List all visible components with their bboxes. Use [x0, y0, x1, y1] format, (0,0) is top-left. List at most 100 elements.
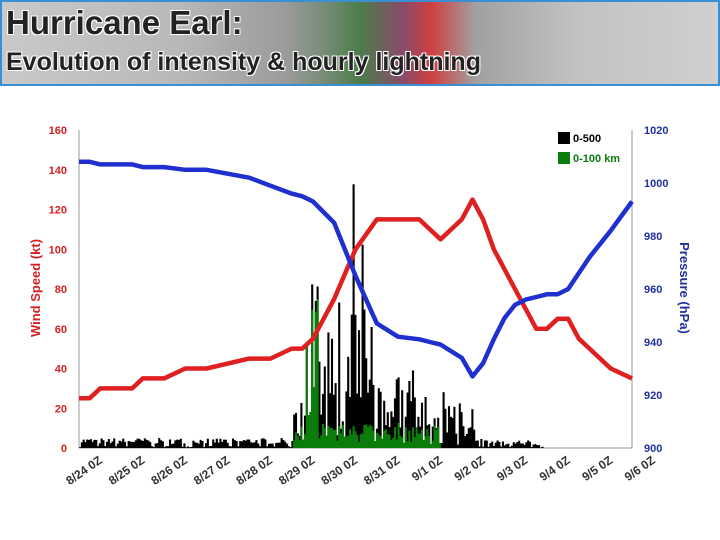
- lightning-bar-0-100: [298, 440, 301, 448]
- lightning-bar-0-500: [114, 446, 118, 448]
- lightning-bar-0-500: [327, 332, 330, 448]
- lightning-bar-0-500: [239, 441, 242, 448]
- lightning-bar-0-500: [370, 327, 373, 448]
- lightning-bar-0-100: [341, 424, 344, 448]
- lightning-bar-0-500: [165, 446, 168, 448]
- x-tick-label: 8/27 0Z: [191, 453, 232, 488]
- lightning-bar-0-500: [267, 443, 271, 448]
- lightning-bar-0-500: [237, 446, 240, 448]
- lightning-bar-0-100: [318, 438, 321, 448]
- lightning-bar-0-500: [132, 442, 136, 448]
- lightning-bar-0-500: [147, 440, 150, 448]
- y-tick-label: 100: [49, 244, 67, 256]
- lightning-bar-0-500: [329, 393, 332, 448]
- lightning-bar-0-500: [352, 184, 355, 448]
- lightning-bar-0-500: [195, 442, 199, 448]
- lightning-bar-0-100: [320, 435, 323, 448]
- lightning-bar-0-500: [510, 445, 514, 448]
- lightning-bar-0-100: [381, 438, 384, 448]
- lightning-bar-0-500: [138, 438, 141, 448]
- lightning-bar-0-500: [291, 440, 294, 448]
- lightning-bar-0-500: [413, 397, 416, 448]
- lightning-bar-0-500: [136, 438, 139, 448]
- lightning-bar-0-500: [278, 442, 281, 448]
- lightning-bar-0-500: [221, 441, 224, 448]
- lightning-bar-0-100: [408, 430, 411, 448]
- lightning-bar-0-500: [257, 443, 260, 448]
- lightning-bar-0-500: [345, 391, 348, 448]
- lightning-bar-0-500: [125, 446, 128, 448]
- lightning-bar-0-500: [84, 442, 87, 448]
- lightning-bar-0-100: [323, 428, 326, 448]
- lightning-bar-0-100: [368, 424, 371, 448]
- lightning-bar-0-500: [365, 358, 368, 448]
- legend-label: 0-500: [573, 133, 601, 145]
- lightning-bar-0-500: [127, 440, 130, 448]
- lightning-bar-0-500: [424, 397, 427, 448]
- lightning-bar-0-500: [512, 442, 515, 448]
- lightning-bar-0-500: [465, 433, 469, 448]
- lightning-bar-0-500: [248, 439, 251, 448]
- lightning-bar-0-500: [131, 441, 134, 448]
- lightning-bar-0-500: [532, 444, 535, 448]
- lightning-bar-0-500: [350, 314, 353, 448]
- lightning-bar-0-500: [242, 440, 245, 448]
- lightning-bar-0-100: [420, 429, 424, 448]
- lightning-bar-0-500: [158, 438, 161, 448]
- lightning-bar-0-100: [372, 430, 375, 448]
- lightning-bar-0-500: [293, 414, 296, 448]
- lightning-bar-0-500: [159, 440, 163, 448]
- lightning-bar-0-100: [413, 437, 416, 448]
- lightning-bar-0-100: [379, 436, 382, 448]
- lightning-bar-0-500: [271, 443, 274, 448]
- lightning-bar-0-500: [222, 439, 226, 448]
- lightning-bar-0-500: [80, 442, 83, 448]
- lightning-bar-0-500: [377, 388, 380, 448]
- y-tick-label: 160: [49, 125, 67, 137]
- lightning-bar-0-100: [411, 427, 415, 448]
- lightning-bar-0-500: [140, 440, 143, 448]
- lightning-bar-0-500: [273, 446, 276, 448]
- y2-tick-label: 980: [644, 231, 662, 243]
- lightning-bar-0-100: [311, 309, 314, 448]
- lightning-bar-0-500: [116, 443, 119, 448]
- lightning-bar-0-500: [185, 447, 188, 448]
- lightning-bar-0-100: [296, 435, 299, 448]
- lightning-bar-0-500: [284, 441, 287, 448]
- lightning-bar-0-500: [498, 442, 501, 448]
- lightning-bar-0-500: [537, 445, 541, 448]
- lightning-bar-0-500: [483, 440, 487, 448]
- lightning-bar-0-100: [352, 426, 355, 448]
- lightning-bar-0-500: [489, 443, 492, 448]
- lightning-bar-0-100: [401, 437, 404, 448]
- lightning-bar-0-500: [469, 427, 472, 448]
- lightning-bar-0-100: [294, 432, 298, 448]
- lightning-bar-0-500: [253, 442, 256, 448]
- lightning-bar-0-500: [122, 438, 125, 448]
- lightning-bar-0-500: [431, 426, 434, 448]
- lightning-bar-0-100: [365, 424, 368, 448]
- lightning-bar-0-500: [275, 442, 278, 448]
- lightning-bar-0-500: [451, 417, 454, 448]
- legend-swatch: [558, 152, 570, 164]
- lightning-bar-0-500: [460, 412, 463, 448]
- lightning-bar-0-500: [156, 443, 159, 448]
- lightning-bar-0-500: [366, 392, 370, 448]
- lightning-bar-0-100: [406, 441, 409, 448]
- lightning-bar-0-500: [176, 439, 179, 448]
- y-tick-label: 80: [55, 284, 67, 296]
- lightning-bar-0-500: [294, 412, 298, 448]
- lightning-bar-0-500: [397, 377, 400, 448]
- lightning-bar-0-500: [539, 447, 542, 448]
- lightning-bar-0-500: [179, 438, 182, 448]
- lightning-bar-0-100: [343, 436, 346, 448]
- lightning-bar-0-500: [226, 442, 229, 448]
- lightning-bar-0-500: [505, 444, 508, 448]
- lightning-bar-0-500: [150, 446, 154, 448]
- lightning-bar-0-500: [262, 438, 265, 448]
- lightning-bar-0-500: [163, 447, 166, 448]
- y2-axis-label: Pressure (hPa): [677, 242, 692, 334]
- lightning-bar-0-500: [244, 440, 247, 448]
- lightning-bar-0-100: [357, 442, 361, 448]
- lightning-bar-0-500: [447, 406, 451, 448]
